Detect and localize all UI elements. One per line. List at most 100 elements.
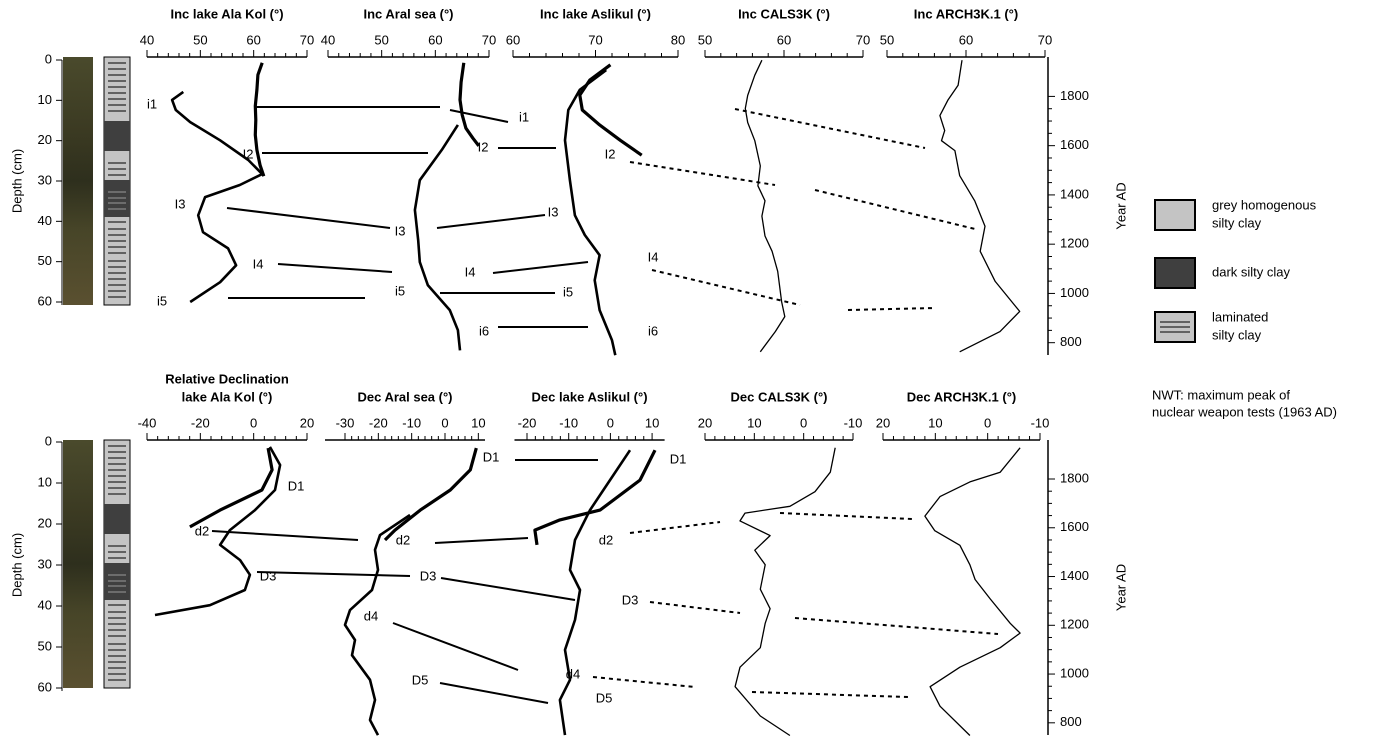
annotation: I4 <box>465 264 476 279</box>
x-tick-label: 60 <box>246 32 260 47</box>
x-tick-label: 60 <box>428 32 442 47</box>
panel-title: Dec CALS3K (°) <box>731 389 828 404</box>
x-tick-label: 70 <box>856 32 870 47</box>
annotation: D3 <box>622 592 639 607</box>
profile-curve <box>924 447 1021 736</box>
profile-curve <box>734 447 836 737</box>
lith-dark <box>104 121 130 151</box>
y-tick-label: 30 <box>38 172 52 187</box>
y2-tick-label: 800 <box>1060 714 1082 729</box>
annotation: d2 <box>396 532 410 547</box>
panel-title: Inc CALS3K (°) <box>738 6 830 21</box>
profile-curve <box>744 59 786 353</box>
x-tick-label: 10 <box>471 415 485 430</box>
profile-curve <box>189 447 274 529</box>
annotation: I4 <box>253 256 264 271</box>
annotation: d2 <box>195 523 209 538</box>
annotation: d4 <box>566 666 580 681</box>
x-tick-label: 0 <box>984 415 991 430</box>
annotation: d2 <box>599 532 613 547</box>
y-tick-label: 0 <box>45 51 52 66</box>
x-tick-label: 0 <box>800 415 807 430</box>
tie-lines <box>211 106 999 704</box>
annotation: d4 <box>364 608 378 623</box>
note: NWT: maximum peak of <box>1152 387 1290 402</box>
legend-label: silty clay <box>1212 327 1262 342</box>
annotation: i6 <box>479 323 489 338</box>
x-tick-label: -10 <box>844 415 863 430</box>
y2-tick-label: 1000 <box>1060 665 1089 680</box>
note: nuclear weapon tests (1963 AD) <box>1152 404 1337 419</box>
y-tick-label: 40 <box>38 213 52 228</box>
annotation: I3 <box>395 223 406 238</box>
profile-curve <box>563 69 617 356</box>
y2-tick-label: 1400 <box>1060 568 1089 583</box>
x-tick-label: 10 <box>928 415 942 430</box>
x-tick-label: 40 <box>321 32 335 47</box>
y-tick-label: 20 <box>38 515 52 530</box>
y2-tick-label: 1800 <box>1060 88 1089 103</box>
core-columns <box>63 56 131 689</box>
profile-curve <box>383 447 478 542</box>
profile-curve <box>458 62 481 147</box>
x-tick-label: 10 <box>645 415 659 430</box>
x-tick-label: 50 <box>374 32 388 47</box>
x-tick-label: 0 <box>441 415 448 430</box>
legend-label: dark silty clay <box>1212 264 1291 279</box>
x-tick-label: 70 <box>482 32 496 47</box>
y-tick-label: 60 <box>38 293 52 308</box>
x-tick-label: -10 <box>559 415 578 430</box>
x-tick-label: 60 <box>506 32 520 47</box>
panel-title: Dec lake Aslikul (°) <box>532 389 648 404</box>
y-tick-label: 60 <box>38 679 52 694</box>
panel-title: Inc Aral sea (°) <box>364 6 454 21</box>
x-tick-label: -30 <box>336 415 355 430</box>
y2-tick-label: 1800 <box>1060 470 1089 485</box>
profile-curve <box>170 90 264 304</box>
y2-tick-label: 1000 <box>1060 285 1089 300</box>
annotation: I2 <box>478 139 489 154</box>
x-tick-label: 60 <box>959 32 973 47</box>
x-tick-label: 60 <box>777 32 791 47</box>
y2-tick-label: 800 <box>1060 334 1082 349</box>
profile-curve <box>343 513 411 736</box>
legend-label: grey homogenous <box>1212 197 1317 212</box>
profile-curve <box>558 449 632 736</box>
profile-curve <box>578 63 643 157</box>
core-photo <box>63 57 93 305</box>
annotation: I3 <box>175 196 186 211</box>
y-axis-label: Depth (cm) <box>9 533 24 597</box>
x-tick-label: 10 <box>747 415 761 430</box>
y-tick-label: 0 <box>45 433 52 448</box>
x-tick-label: -40 <box>138 415 157 430</box>
x-tick-label: 70 <box>300 32 314 47</box>
profile-curve <box>154 446 282 617</box>
x-tick-label: 20 <box>876 415 890 430</box>
profile-curve <box>253 62 266 177</box>
annotation: I3 <box>548 204 559 219</box>
annotation: D1 <box>483 449 500 464</box>
x-tick-label: 20 <box>698 415 712 430</box>
x-tick-label: -20 <box>191 415 210 430</box>
x-tick-label: 20 <box>300 415 314 430</box>
annotation: D3 <box>260 568 277 583</box>
y2-tick-label: 1400 <box>1060 186 1089 201</box>
lith-dark <box>104 504 130 534</box>
annotation: i6 <box>648 323 658 338</box>
panel-title: Dec Aral sea (°) <box>357 389 452 404</box>
panel-title: Inc lake Ala Kol (°) <box>170 6 283 21</box>
x-tick-label: 70 <box>588 32 602 47</box>
x-tick-label: 50 <box>193 32 207 47</box>
y-tick-label: 10 <box>38 474 52 489</box>
legend-label: laminated <box>1212 309 1268 324</box>
panel-title: Relative Declination <box>165 371 289 386</box>
annotation: I2 <box>243 146 254 161</box>
profile-curve <box>533 449 657 546</box>
x-tick-label: -10 <box>402 415 421 430</box>
legend: grey homogenous silty clay dark silty cl… <box>1152 197 1337 419</box>
y2-axis-label: Year AD <box>1113 564 1128 611</box>
y-tick-label: 40 <box>38 597 52 612</box>
x-tick-label: 0 <box>250 415 257 430</box>
y2-axis-label: Year AD <box>1113 182 1128 229</box>
core-photo <box>63 440 93 688</box>
